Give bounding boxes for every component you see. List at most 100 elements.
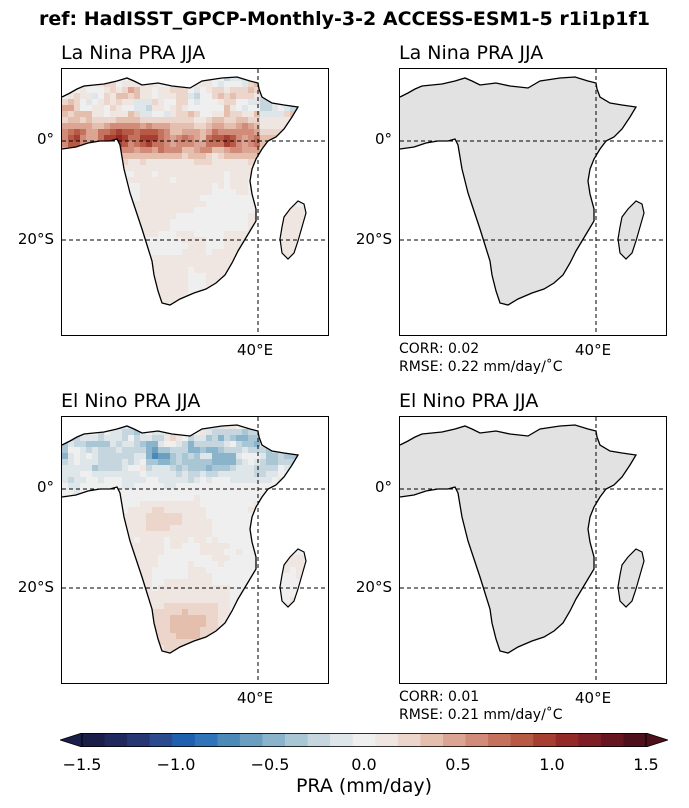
field-cell xyxy=(140,555,147,562)
field-cell xyxy=(164,465,171,472)
field-cell xyxy=(92,609,99,616)
field-cell xyxy=(212,429,219,436)
field-cell xyxy=(104,425,111,430)
field-cell xyxy=(200,459,207,466)
field-cell xyxy=(314,417,321,424)
field-cell xyxy=(158,681,165,684)
field-cell xyxy=(296,471,303,478)
field-cell xyxy=(164,333,171,336)
field-cell xyxy=(80,627,87,634)
field-cell xyxy=(116,555,123,562)
field-cell xyxy=(176,561,183,568)
field-cell xyxy=(218,495,225,502)
field-cell xyxy=(308,567,315,574)
field-cell xyxy=(188,513,195,520)
field-cell xyxy=(206,543,213,550)
field-cell xyxy=(128,501,135,508)
field-cell xyxy=(236,291,243,298)
field-cell xyxy=(176,417,183,424)
field-cell xyxy=(170,573,177,580)
field-cell xyxy=(278,303,285,305)
field-cell xyxy=(320,243,327,250)
field-cell xyxy=(158,183,165,190)
map-plot-area xyxy=(62,69,328,336)
field-cell xyxy=(308,159,315,166)
field-cell xyxy=(290,429,297,436)
field-cell xyxy=(134,519,141,526)
field-cell xyxy=(290,627,297,634)
field-cell xyxy=(308,591,315,598)
field-cell xyxy=(98,159,105,166)
field-cell xyxy=(74,303,81,305)
field-cell xyxy=(188,579,195,586)
field-cell xyxy=(260,429,267,436)
field-cell xyxy=(104,291,111,298)
field-cell xyxy=(218,327,225,334)
field-cell xyxy=(98,225,105,232)
field-cell xyxy=(242,141,249,148)
field-cell xyxy=(122,567,129,574)
field-cell xyxy=(260,321,267,328)
field-cell xyxy=(152,425,159,430)
field-cell xyxy=(176,513,183,520)
field-cell xyxy=(194,627,201,634)
field-cell xyxy=(212,603,219,610)
field-cell xyxy=(260,477,267,484)
field-cell xyxy=(296,291,303,298)
field-cell xyxy=(272,159,279,166)
field-cell xyxy=(188,609,195,616)
field-cell xyxy=(248,561,255,568)
field-cell xyxy=(290,417,297,424)
field-cell xyxy=(104,255,111,262)
field-cell xyxy=(290,189,297,196)
field-cell xyxy=(254,579,261,586)
field-cell xyxy=(74,477,81,484)
field-cell xyxy=(284,537,291,544)
field-cell xyxy=(266,315,273,322)
field-cell xyxy=(68,507,75,514)
field-cell xyxy=(122,117,129,124)
field-cell xyxy=(158,537,165,544)
field-cell xyxy=(278,147,285,154)
field-cell xyxy=(152,429,159,436)
field-cell xyxy=(170,219,177,226)
field-cell xyxy=(170,111,177,118)
field-cell xyxy=(320,471,327,478)
field-cell xyxy=(92,669,99,676)
field-cell xyxy=(230,207,237,214)
field-cell xyxy=(68,627,75,634)
field-cell xyxy=(86,579,93,586)
field-cell xyxy=(224,333,231,336)
field-cell xyxy=(224,153,231,160)
field-cell xyxy=(290,425,297,430)
field-cell xyxy=(218,681,225,684)
field-cell xyxy=(254,441,261,448)
field-cell xyxy=(296,621,303,628)
field-cell xyxy=(188,285,195,292)
field-cell xyxy=(218,177,225,184)
field-cell xyxy=(248,99,255,106)
field-cell xyxy=(296,213,303,220)
field-cell xyxy=(122,429,129,436)
field-cell xyxy=(302,579,306,586)
field-cell xyxy=(152,477,159,484)
field-cell xyxy=(326,507,329,514)
field-cell xyxy=(98,171,105,178)
field-cell xyxy=(164,249,171,256)
field-cell xyxy=(188,417,195,424)
field-cell xyxy=(254,639,261,646)
field-cell xyxy=(290,165,297,172)
field-cell xyxy=(314,231,321,238)
field-cell xyxy=(128,135,135,142)
field-cell xyxy=(122,555,129,562)
field-cell xyxy=(140,141,147,148)
field-cell xyxy=(98,663,105,670)
field-cell xyxy=(284,489,291,496)
field-cell xyxy=(170,567,177,574)
field-cell xyxy=(302,555,306,562)
field-cell xyxy=(134,77,141,82)
field-cell xyxy=(230,201,237,208)
field-cell xyxy=(110,141,117,148)
field-cell xyxy=(194,519,201,526)
field-cell xyxy=(200,525,207,532)
